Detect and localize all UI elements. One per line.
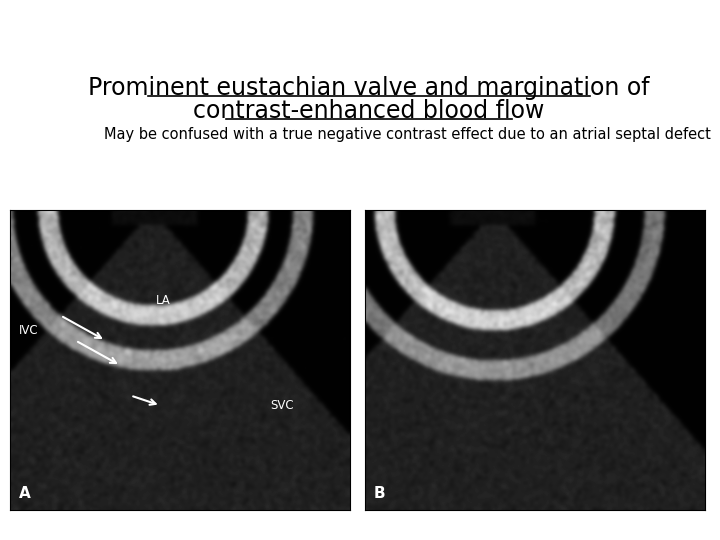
Text: LA: LA [156,294,170,307]
Text: May be confused with a true negative contrast effect due to an atrial septal def: May be confused with a true negative con… [104,126,711,141]
Text: contrast-enhanced blood flow: contrast-enhanced blood flow [193,99,545,123]
Text: Prominent eustachian valve and margination of: Prominent eustachian valve and marginati… [88,76,650,100]
Text: B: B [374,485,385,501]
Text: IVC: IVC [19,324,38,337]
Text: A: A [19,485,30,501]
Text: SVC: SVC [271,399,294,412]
